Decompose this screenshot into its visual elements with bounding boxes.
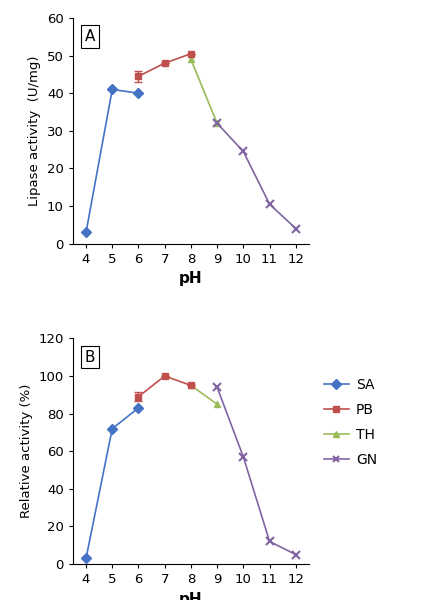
Y-axis label: Lipase activity  (U/mg): Lipase activity (U/mg) — [28, 56, 42, 206]
X-axis label: pH: pH — [179, 592, 203, 600]
Line: TH: TH — [187, 382, 221, 407]
TH — [188, 382, 193, 389]
Text: A: A — [85, 29, 95, 44]
Line: GN: GN — [213, 383, 300, 559]
GN — [267, 200, 272, 208]
GN — [214, 383, 220, 391]
GN — [214, 119, 220, 127]
Legend: SA, PB, TH, GN: SA, PB, TH, GN — [318, 372, 383, 473]
Line: GN: GN — [213, 119, 300, 233]
TH — [214, 119, 220, 127]
SA — [84, 555, 89, 562]
Text: B: B — [85, 350, 95, 365]
TH — [188, 56, 193, 63]
GN — [293, 225, 298, 232]
SA — [110, 425, 115, 432]
TH — [214, 401, 220, 408]
Line: TH: TH — [187, 56, 221, 127]
Y-axis label: Relative activity (%): Relative activity (%) — [20, 384, 33, 518]
GN — [241, 453, 246, 460]
SA — [84, 229, 89, 236]
SA — [110, 86, 115, 93]
GN — [241, 148, 246, 155]
X-axis label: pH: pH — [179, 271, 203, 286]
Line: SA: SA — [82, 86, 142, 236]
GN — [293, 551, 298, 558]
SA — [136, 404, 141, 412]
GN — [267, 538, 272, 545]
SA — [136, 89, 141, 97]
Line: SA: SA — [82, 404, 142, 562]
